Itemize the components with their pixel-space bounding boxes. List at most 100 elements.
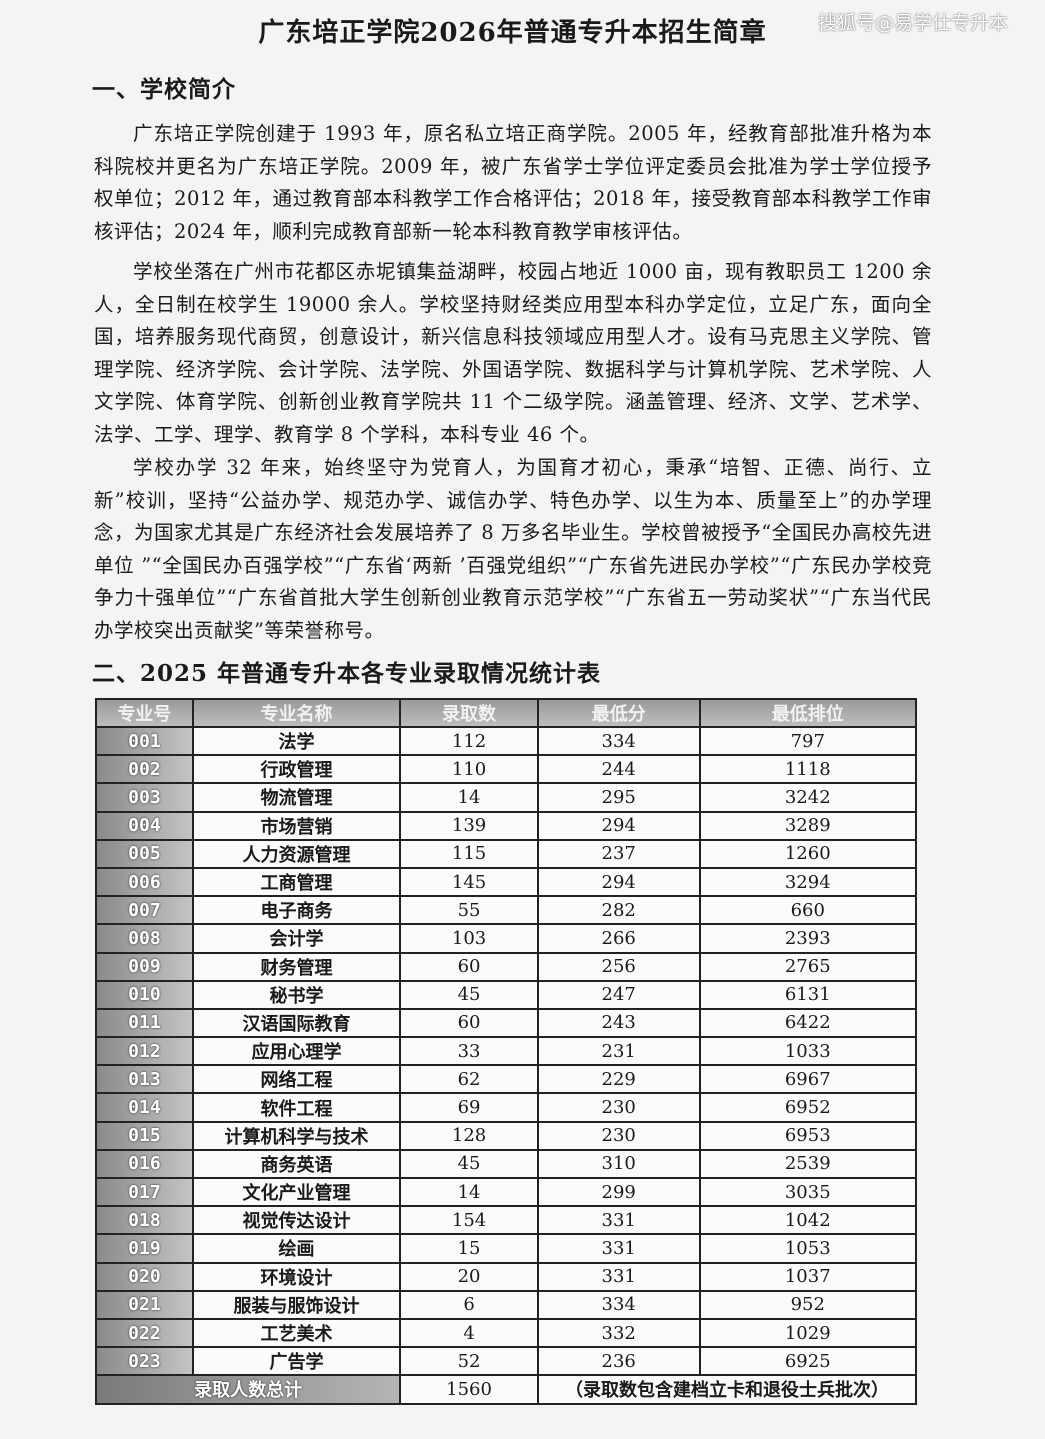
table-row: 006 工商管理 145 294 3294 — [95, 866, 917, 898]
admitted-cell: 45 — [399, 1148, 539, 1180]
major-cell: 会计学 — [191, 923, 402, 954]
major-cell: 汉语国际教育 — [191, 1007, 402, 1039]
admitted-cell: 60 — [399, 1007, 539, 1039]
code-cell: 008 — [95, 923, 194, 954]
table-row: 008 会计学 103 266 2393 — [95, 923, 917, 954]
admitted-cell: 14 — [399, 1176, 539, 1208]
table-row: 015 计算机科学与技术 128 230 6953 — [95, 1120, 917, 1151]
code-cell: 003 — [95, 782, 194, 813]
code-cell: 015 — [95, 1120, 194, 1151]
table-row: 007 电子商务 55 282 660 — [95, 895, 917, 926]
major-cell: 商务英语 — [191, 1148, 402, 1180]
code-cell: 001 — [95, 725, 194, 757]
major-cell: 网络工程 — [191, 1064, 402, 1095]
column-header-major: 专业名称 — [191, 698, 402, 728]
code-cell: 019 — [95, 1233, 194, 1264]
major-cell: 秘书学 — [191, 979, 402, 1010]
major-cell: 绘画 — [191, 1233, 402, 1264]
admitted-cell: 4 — [399, 1317, 539, 1349]
min-rank-cell: 797 — [698, 725, 917, 757]
min-rank-cell: 6131 — [698, 979, 917, 1010]
major-cell: 法学 — [191, 725, 402, 757]
column-header-code: 专业号 — [95, 698, 194, 728]
min-score-cell: 310 — [536, 1148, 701, 1180]
admitted-cell: 115 — [399, 838, 539, 869]
min-score-cell: 244 — [536, 754, 701, 785]
min-score-cell: 294 — [536, 866, 701, 898]
table-row: 021 服装与服饰设计 6 334 952 — [95, 1289, 917, 1320]
admitted-cell: 15 — [399, 1233, 539, 1264]
min-score-cell: 331 — [536, 1205, 701, 1236]
min-score-cell: 266 — [536, 923, 701, 954]
min-score-cell: 230 — [536, 1120, 701, 1151]
major-cell: 工艺美术 — [191, 1317, 402, 1349]
min-rank-cell: 6952 — [698, 1092, 917, 1123]
admitted-cell: 154 — [399, 1205, 539, 1236]
total-note: （录取数包含建档立卡和退役士兵批次） — [536, 1374, 918, 1405]
code-cell: 023 — [95, 1346, 194, 1377]
major-cell: 工商管理 — [191, 866, 402, 898]
column-header-admitted: 录取数 — [399, 698, 539, 728]
column-header-min-score: 最低分 — [536, 698, 701, 728]
table-row: 009 财务管理 60 256 2765 — [95, 951, 917, 982]
major-cell: 人力资源管理 — [191, 838, 402, 869]
min-score-cell: 230 — [536, 1092, 701, 1123]
table-header-row: 专业号 专业名称 录取数 最低分 最低排位 — [95, 698, 917, 728]
min-rank-cell: 660 — [698, 895, 917, 926]
min-score-cell: 299 — [536, 1176, 701, 1208]
min-score-cell: 294 — [536, 810, 701, 841]
section-heading-table: 二、2025 年普通专升本各专业录取情况统计表 — [92, 660, 602, 687]
admitted-cell: 62 — [399, 1064, 539, 1095]
major-cell: 行政管理 — [191, 754, 402, 785]
min-score-cell: 243 — [536, 1007, 701, 1039]
min-rank-cell: 2765 — [698, 951, 917, 982]
min-score-cell: 334 — [536, 725, 701, 757]
intro-paragraph-2: 学校坐落在广州市花都区赤坭镇集益湖畔，校园占地近 1000 亩，现有教职员工 1… — [94, 260, 932, 446]
document-title: 广东培正学院2026年普通专升本招生简章 — [258, 18, 767, 48]
section-heading-intro: 一、学校简介 — [92, 76, 236, 103]
admitted-cell: 14 — [399, 782, 539, 813]
min-score-cell: 256 — [536, 951, 701, 982]
code-cell: 022 — [95, 1317, 194, 1349]
min-score-cell: 331 — [536, 1261, 701, 1292]
intro-paragraph-1: 广东培正学院创建于 1993 年，原名私立培正商学院。2005 年，经教育部批准… — [94, 122, 932, 243]
min-score-cell: 236 — [536, 1346, 701, 1377]
table-row: 018 视觉传达设计 154 331 1042 — [95, 1205, 917, 1236]
major-cell: 环境设计 — [191, 1261, 402, 1292]
table-row: 016 商务英语 45 310 2539 — [95, 1148, 917, 1180]
code-cell: 007 — [95, 895, 194, 926]
major-cell: 财务管理 — [191, 951, 402, 982]
min-rank-cell: 6967 — [698, 1064, 917, 1095]
min-rank-cell: 3242 — [698, 782, 917, 813]
admitted-cell: 112 — [399, 725, 539, 757]
admitted-cell: 60 — [399, 951, 539, 982]
table-row: 014 软件工程 69 230 6952 — [95, 1092, 917, 1123]
code-cell: 021 — [95, 1289, 194, 1320]
code-cell: 004 — [95, 810, 194, 841]
table-row: 020 环境设计 20 331 1037 — [95, 1261, 917, 1292]
table-row: 004 市场营销 139 294 3289 — [95, 810, 917, 841]
code-cell: 011 — [95, 1007, 194, 1039]
code-cell: 006 — [95, 866, 194, 898]
table-row: 013 网络工程 62 229 6967 — [95, 1064, 917, 1095]
major-cell: 物流管理 — [191, 782, 402, 813]
table-row: 010 秘书学 45 247 6131 — [95, 979, 917, 1010]
intro-paragraph-3: 学校办学 32 年来，始终坚守为党育人，为国育才初心，秉承“培智、正德、尚行、立… — [94, 456, 932, 642]
column-header-min-rank: 最低排位 — [698, 698, 917, 728]
min-rank-cell: 1029 — [698, 1317, 917, 1349]
table-row: 003 物流管理 14 295 3242 — [95, 782, 917, 813]
table-row: 022 工艺美术 4 332 1029 — [95, 1317, 917, 1349]
min-rank-cell: 2539 — [698, 1148, 917, 1180]
code-cell: 009 — [95, 951, 194, 982]
min-rank-cell: 952 — [698, 1289, 917, 1320]
min-rank-cell: 1037 — [698, 1261, 917, 1292]
min-score-cell: 295 — [536, 782, 701, 813]
min-rank-cell: 6925 — [698, 1346, 917, 1377]
min-score-cell: 282 — [536, 895, 701, 926]
major-cell: 软件工程 — [191, 1092, 402, 1123]
major-cell: 市场营销 — [191, 810, 402, 841]
admitted-cell: 128 — [399, 1120, 539, 1151]
min-rank-cell: 3289 — [698, 810, 917, 841]
min-rank-cell: 3294 — [698, 866, 917, 898]
min-score-cell: 331 — [536, 1233, 701, 1264]
